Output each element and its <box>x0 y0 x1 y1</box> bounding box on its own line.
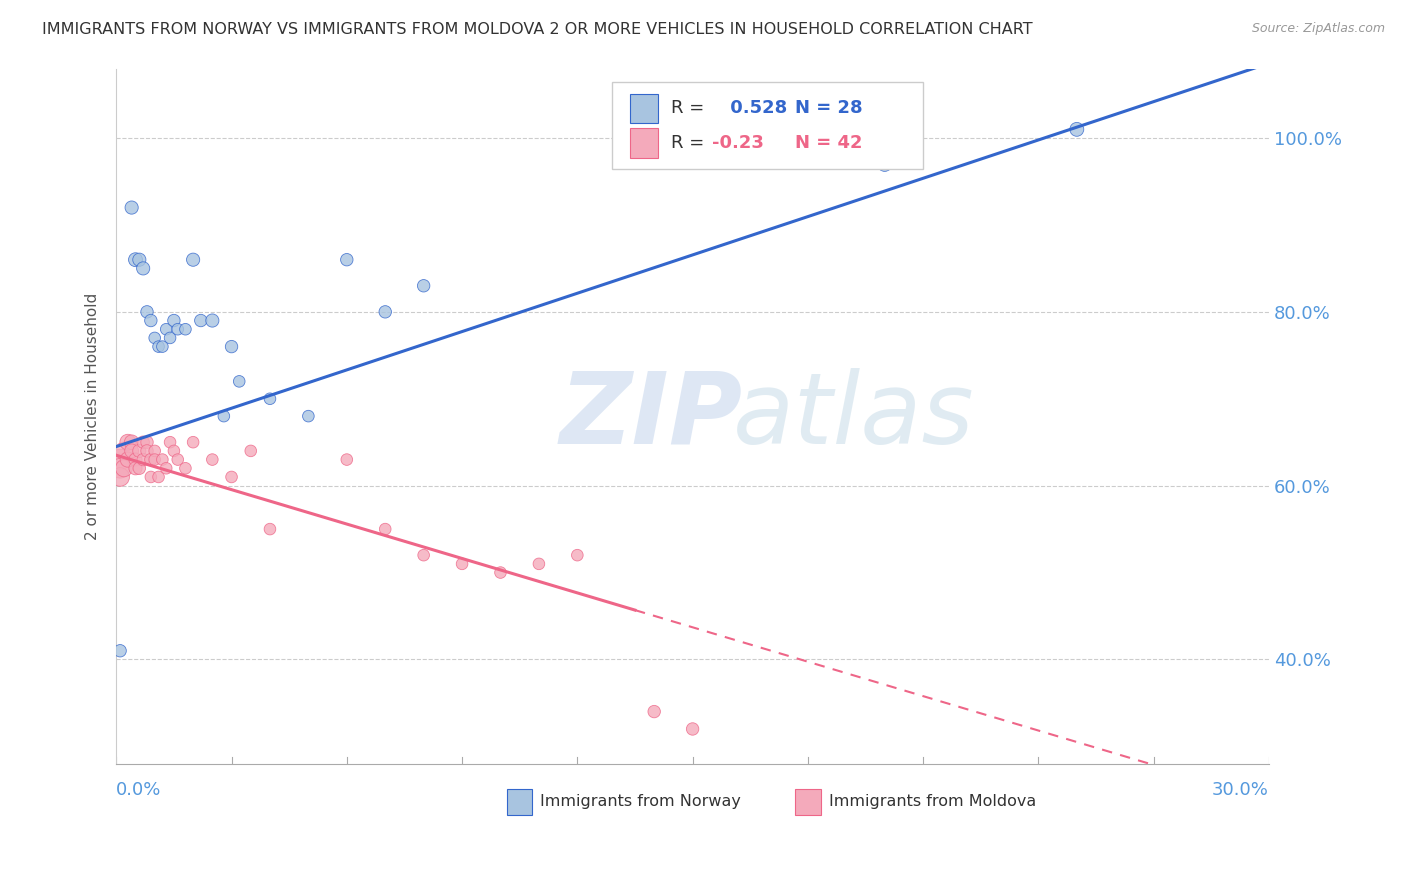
Point <box>128 443 150 458</box>
Point <box>132 435 155 450</box>
Text: IMMIGRANTS FROM NORWAY VS IMMIGRANTS FROM MOLDOVA 2 OR MORE VEHICLES IN HOUSEHOL: IMMIGRANTS FROM NORWAY VS IMMIGRANTS FRO… <box>42 22 1033 37</box>
Point <box>121 201 143 215</box>
Point <box>1066 122 1088 136</box>
Text: N = 42: N = 42 <box>796 134 863 152</box>
Point <box>139 452 162 467</box>
Point <box>412 548 434 562</box>
Point <box>124 461 146 475</box>
Point <box>108 470 131 484</box>
Point <box>117 452 139 467</box>
Point <box>374 522 396 536</box>
Point <box>112 443 135 458</box>
FancyBboxPatch shape <box>796 789 821 815</box>
Point <box>150 452 173 467</box>
Point <box>174 322 197 336</box>
FancyBboxPatch shape <box>630 94 658 123</box>
Point <box>181 252 204 267</box>
Point <box>128 461 150 475</box>
Point <box>136 443 159 458</box>
Text: Immigrants from Moldova: Immigrants from Moldova <box>828 795 1036 809</box>
Point <box>148 470 170 484</box>
Y-axis label: 2 or more Vehicles in Household: 2 or more Vehicles in Household <box>86 293 100 540</box>
Point <box>136 435 159 450</box>
Text: R =: R = <box>671 134 704 152</box>
Point <box>567 548 589 562</box>
Point <box>489 566 512 580</box>
Point <box>159 435 181 450</box>
Text: ZIP: ZIP <box>560 368 742 465</box>
Text: 0.528: 0.528 <box>724 99 787 117</box>
Text: Immigrants from Norway: Immigrants from Norway <box>540 795 741 809</box>
Point <box>412 278 434 293</box>
Point <box>155 322 177 336</box>
Text: 0.0%: 0.0% <box>117 781 162 799</box>
Point <box>117 435 139 450</box>
Point <box>374 305 396 319</box>
Point <box>643 705 665 719</box>
Point <box>259 392 281 406</box>
Point <box>108 461 131 475</box>
Point <box>159 331 181 345</box>
Point <box>451 557 474 571</box>
Point <box>124 452 146 467</box>
Text: R =: R = <box>671 99 704 117</box>
Point <box>163 443 186 458</box>
Point <box>682 722 704 736</box>
Point <box>181 435 204 450</box>
Point <box>155 461 177 475</box>
Point <box>112 461 135 475</box>
Text: atlas: atlas <box>733 368 974 465</box>
Point <box>143 331 166 345</box>
Point <box>166 452 188 467</box>
Point <box>139 470 162 484</box>
Point <box>221 470 243 484</box>
Point <box>108 452 131 467</box>
FancyBboxPatch shape <box>630 128 658 158</box>
Point <box>297 409 319 424</box>
Point <box>259 522 281 536</box>
Text: 30.0%: 30.0% <box>1212 781 1270 799</box>
Text: -0.23: -0.23 <box>713 134 763 152</box>
Point <box>228 375 250 389</box>
Point <box>143 452 166 467</box>
Point <box>221 340 243 354</box>
Point <box>166 322 188 336</box>
Point <box>239 443 262 458</box>
Point <box>121 443 143 458</box>
Point <box>128 252 150 267</box>
Point <box>336 452 359 467</box>
Point <box>201 313 224 327</box>
Point <box>212 409 235 424</box>
Point <box>190 313 212 327</box>
Point <box>336 252 359 267</box>
Point <box>124 252 146 267</box>
FancyBboxPatch shape <box>508 789 533 815</box>
Point <box>163 313 186 327</box>
Point <box>174 461 197 475</box>
Point <box>527 557 550 571</box>
Point <box>139 313 162 327</box>
Point <box>108 644 131 658</box>
Point <box>201 452 224 467</box>
Point <box>150 340 173 354</box>
Point <box>143 443 166 458</box>
Point <box>136 305 159 319</box>
Point <box>132 452 155 467</box>
FancyBboxPatch shape <box>612 82 924 169</box>
Point <box>148 340 170 354</box>
Point <box>132 261 155 276</box>
Point <box>873 157 896 171</box>
Point <box>121 435 143 450</box>
Text: Source: ZipAtlas.com: Source: ZipAtlas.com <box>1251 22 1385 36</box>
Text: N = 28: N = 28 <box>796 99 863 117</box>
